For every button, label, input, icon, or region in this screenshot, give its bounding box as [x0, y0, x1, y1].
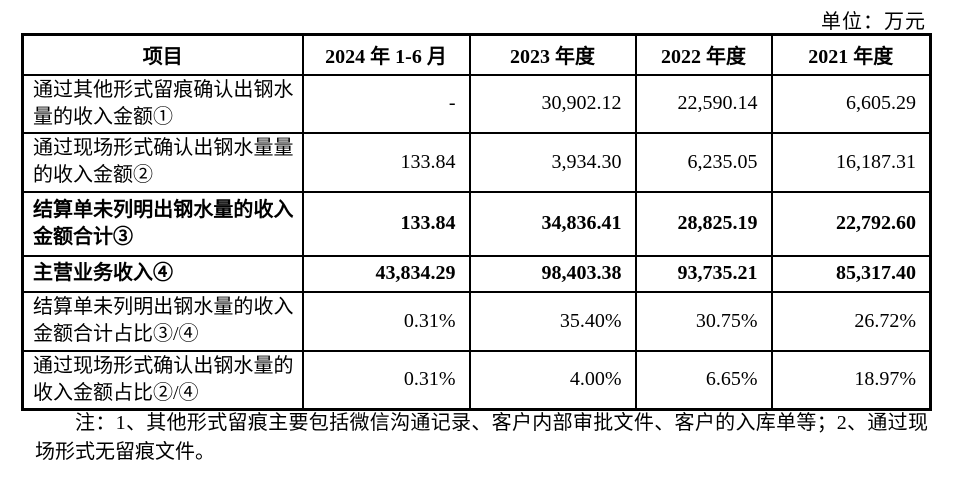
value-cell: 6.65%	[634, 349, 773, 410]
col-header-2022: 2022 年度	[634, 33, 773, 76]
value-cell: 85,317.40	[770, 254, 932, 293]
col-header-2023: 2023 年度	[468, 33, 637, 76]
table-row: 通过现场形式确认出钢水量的收入金额占比②/④ 0.31% 4.00% 6.65%…	[21, 349, 932, 410]
value-cell: 0.31%	[301, 349, 471, 410]
value-cell: 30.75%	[634, 290, 773, 352]
value-cell: 30,902.12	[468, 73, 637, 134]
value-cell: 6,235.05	[634, 131, 773, 193]
row-label: 结算单未列明出钢水量的收入金额合计③	[21, 190, 304, 257]
col-header-item: 项目	[21, 33, 304, 76]
row-label: 主营业务收入④	[21, 254, 304, 293]
table-row: 通过现场形式确认出钢水量量的收入金额② 133.84 3,934.30 6,23…	[21, 131, 932, 193]
table-row-subtotal: 结算单未列明出钢水量的收入金额合计③ 133.84 34,836.41 28,8…	[21, 190, 932, 257]
value-cell: 28,825.19	[634, 190, 773, 257]
value-cell: 43,834.29	[301, 254, 471, 293]
table-row-main-revenue: 主营业务收入④ 43,834.29 98,403.38 93,735.21 85…	[21, 254, 932, 293]
value-cell: 22,590.14	[634, 73, 773, 134]
revenue-table: 项目 2024 年 1-6 月 2023 年度 2022 年度 2021 年度 …	[21, 33, 932, 411]
value-cell: 35.40%	[468, 290, 637, 352]
value-cell: -	[301, 73, 471, 134]
value-cell: 16,187.31	[770, 131, 932, 193]
col-header-2021: 2021 年度	[770, 33, 932, 76]
value-cell: 4.00%	[468, 349, 637, 410]
row-label: 通过其他形式留痕确认出钢水量的收入金额①	[21, 73, 304, 134]
value-cell: 26.72%	[770, 290, 932, 352]
row-label: 通过现场形式确认出钢水量的收入金额占比②/④	[21, 349, 304, 410]
value-cell: 3,934.30	[468, 131, 637, 193]
table-row: 结算单未列明出钢水量的收入金额合计占比③/④ 0.31% 35.40% 30.7…	[21, 290, 932, 352]
row-label: 结算单未列明出钢水量的收入金额合计占比③/④	[21, 290, 304, 352]
unit-label: 单位：万元	[821, 11, 926, 33]
value-cell: 98,403.38	[468, 254, 637, 293]
table-row: 通过其他形式留痕确认出钢水量的收入金额① - 30,902.12 22,590.…	[21, 73, 932, 134]
value-cell: 93,735.21	[634, 254, 773, 293]
value-cell: 22,792.60	[770, 190, 932, 257]
row-label: 通过现场形式确认出钢水量量的收入金额②	[21, 131, 304, 193]
footnote: 注：1、其他形式留痕主要包括微信沟通记录、客户内部审批文件、客户的入库单等；2、…	[35, 412, 928, 463]
col-header-2024h1: 2024 年 1-6 月	[301, 33, 471, 76]
value-cell: 34,836.41	[468, 190, 637, 257]
value-cell: 18.97%	[770, 349, 932, 410]
value-cell: 0.31%	[301, 290, 471, 352]
value-cell: 133.84	[301, 131, 471, 193]
table-header-row: 项目 2024 年 1-6 月 2023 年度 2022 年度 2021 年度	[21, 33, 932, 76]
value-cell: 6,605.29	[770, 73, 932, 134]
value-cell: 133.84	[301, 190, 471, 257]
